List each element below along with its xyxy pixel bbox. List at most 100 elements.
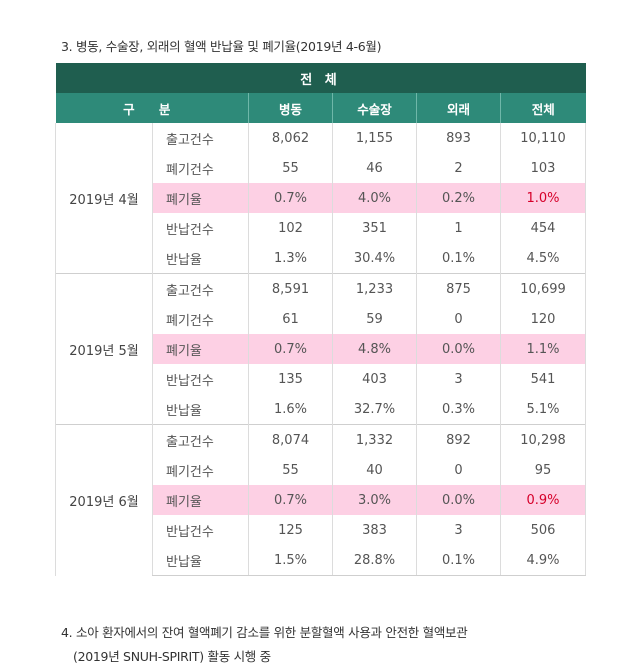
outpatient-value: 2 — [416, 153, 501, 183]
outpatient-value: 3 — [416, 515, 501, 545]
section-3-title: 3. 병동, 수술장, 외래의 혈액 반납율 및 폐기율(2019년 4-6월) — [61, 39, 382, 54]
operating-room-value: 4.8% — [332, 334, 417, 364]
total-value: 0.9% — [499, 485, 587, 515]
month-label: 2019년 4월 — [55, 123, 153, 274]
total-value: 10,699 — [499, 273, 587, 304]
outpatient-column-header: 외래 — [416, 93, 501, 123]
month-label: 2019년 5월 — [55, 273, 153, 425]
row-label: 반납건수 — [152, 364, 249, 394]
operating-room-column-header: 수술장 — [332, 93, 417, 123]
table-row: 폐기건수 55 40 0 95 — [56, 455, 587, 485]
ward-value: 102 — [248, 213, 333, 243]
table-row: 반납율 1.6% 32.7% 0.3% 5.1% — [56, 394, 587, 425]
table-row: 폐기율 0.7% 4.8% 0.0% 1.1% — [56, 334, 587, 364]
table-body: 2019년 4월 출고건수 8,062 1,155 893 10,110 폐기건수 55 46 2… — [55, 123, 587, 576]
operating-room-value: 59 — [332, 304, 417, 334]
table-row: 2019년 5월 출고건수 8,591 1,233 875 10,699 — [55, 273, 587, 425]
outpatient-value: 3 — [416, 364, 501, 394]
row-label: 출고건수 — [152, 424, 249, 455]
operating-room-value: 4.0% — [332, 183, 417, 213]
operating-room-value: 1,155 — [332, 123, 417, 153]
ward-value: 8,062 — [248, 123, 333, 153]
table-top-header-row: 전 체 — [55, 63, 586, 93]
ward-value: 1.3% — [248, 243, 333, 274]
ward-value: 55 — [248, 455, 333, 485]
operating-room-value: 351 — [332, 213, 417, 243]
table-row: 폐기율 0.7% 4.0% 0.2% 1.0% — [56, 183, 587, 213]
month-label: 2019년 6월 — [55, 424, 153, 576]
ward-value: 1.6% — [248, 394, 333, 425]
row-label: 출고건수 — [152, 273, 249, 304]
row-label: 출고건수 — [152, 123, 249, 153]
ward-value: 0.7% — [248, 485, 333, 515]
total-value: 10,298 — [499, 424, 587, 455]
row-label: 반납율 — [152, 394, 249, 425]
category-column-header: 구 분 — [55, 93, 249, 123]
total-header: 전 체 — [55, 63, 586, 93]
table-row: 2019년 4월 출고건수 8,062 1,155 893 10,110 — [55, 123, 587, 274]
outpatient-value: 893 — [416, 123, 501, 153]
ward-column-header: 병동 — [248, 93, 333, 123]
operating-room-value: 40 — [332, 455, 417, 485]
total-value: 1.1% — [499, 334, 587, 364]
total-value: 1.0% — [499, 183, 587, 213]
operating-room-value: 32.7% — [332, 394, 417, 425]
row-label: 폐기건수 — [152, 304, 249, 334]
section-4-title-line-1: 4. 소아 환자에서의 잔여 혈액폐기 감소를 위한 분할혈액 사용과 안전한 … — [61, 625, 468, 640]
outpatient-value: 0.2% — [416, 183, 501, 213]
total-value: 454 — [499, 213, 587, 243]
operating-room-value: 383 — [332, 515, 417, 545]
ward-value: 0.7% — [248, 183, 333, 213]
operating-room-value: 30.4% — [332, 243, 417, 274]
table-column-header-row: 구 분 병동 수술장 외래 전체 — [55, 93, 586, 123]
total-value: 4.9% — [499, 545, 587, 576]
outpatient-value: 0.1% — [416, 243, 501, 274]
ward-value: 55 — [248, 153, 333, 183]
section-4-title-line-2: (2019년 SNUH-SPIRIT) 활동 시행 중 — [73, 649, 271, 664]
total-value: 10,110 — [499, 123, 587, 153]
operating-room-value: 28.8% — [332, 545, 417, 576]
total-value: 103 — [499, 153, 587, 183]
total-value: 506 — [499, 515, 587, 545]
row-label: 반납율 — [152, 243, 249, 274]
row-label: 반납율 — [152, 545, 249, 576]
total-value: 120 — [499, 304, 587, 334]
row-label: 폐기건수 — [152, 455, 249, 485]
operating-room-value: 403 — [332, 364, 417, 394]
table-row: 반납율 1.5% 28.8% 0.1% 4.9% — [56, 545, 587, 576]
total-column-header: 전체 — [499, 93, 586, 123]
table-row: 반납건수 125 383 3 506 — [56, 515, 587, 545]
outpatient-value: 0 — [416, 304, 501, 334]
table-row: 폐기건수 61 59 0 120 — [56, 304, 587, 334]
blood-return-disposal-table: 전 체 구 분 병동 수술장 외래 전체 2019년 4월 출고건수 8,062 1,… — [55, 63, 587, 576]
ward-value: 0.7% — [248, 334, 333, 364]
outpatient-value: 0 — [416, 455, 501, 485]
ward-value: 8,074 — [248, 424, 333, 455]
table-row: 2019년 6월 출고건수 8,074 1,332 892 10,298 — [55, 424, 587, 576]
outpatient-value: 1 — [416, 213, 501, 243]
total-value: 95 — [499, 455, 587, 485]
ward-value: 125 — [248, 515, 333, 545]
operating-room-value: 1,332 — [332, 424, 417, 455]
outpatient-value: 875 — [416, 273, 501, 304]
row-label: 반납건수 — [152, 213, 249, 243]
table-row: 반납건수 135 403 3 541 — [56, 364, 587, 394]
ward-value: 61 — [248, 304, 333, 334]
row-label: 폐기건수 — [152, 153, 249, 183]
table-row: 반납율 1.3% 30.4% 0.1% 4.5% — [56, 243, 587, 274]
operating-room-value: 3.0% — [332, 485, 417, 515]
ward-value: 8,591 — [248, 273, 333, 304]
operating-room-value: 46 — [332, 153, 417, 183]
row-label: 폐기율 — [152, 485, 249, 515]
table-row: 폐기율 0.7% 3.0% 0.0% 0.9% — [56, 485, 587, 515]
total-value: 4.5% — [499, 243, 587, 274]
row-label: 반납건수 — [152, 515, 249, 545]
outpatient-value: 0.0% — [416, 485, 501, 515]
outpatient-value: 892 — [416, 424, 501, 455]
outpatient-value: 0.0% — [416, 334, 501, 364]
total-value: 5.1% — [499, 394, 587, 425]
total-value: 541 — [499, 364, 587, 394]
ward-value: 1.5% — [248, 545, 333, 576]
ward-value: 135 — [248, 364, 333, 394]
row-label: 폐기율 — [152, 183, 249, 213]
